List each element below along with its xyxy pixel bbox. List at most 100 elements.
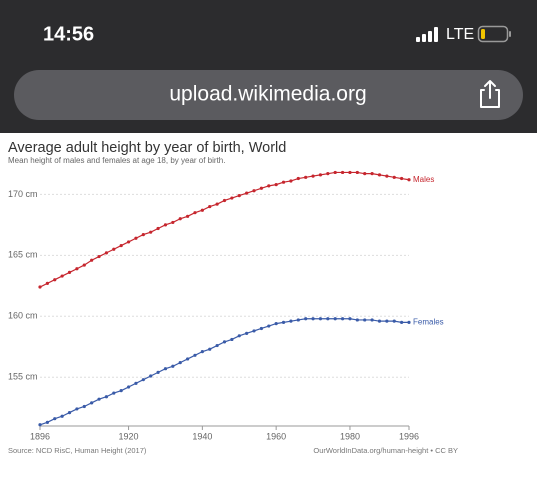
data-point — [222, 340, 227, 344]
series-label: Males — [413, 175, 434, 184]
y-tick-label: 170 cm — [8, 189, 38, 199]
data-point — [67, 410, 72, 415]
data-point — [252, 189, 256, 193]
data-point — [53, 417, 57, 421]
data-point — [141, 378, 145, 382]
series-line — [39, 318, 409, 426]
data-point — [90, 258, 94, 262]
x-tick-label: 1920 — [119, 431, 139, 441]
data-point — [377, 319, 382, 323]
data-point — [126, 240, 131, 244]
x-tick-label: 1896 — [30, 431, 50, 441]
data-point — [363, 172, 367, 176]
data-point — [119, 243, 123, 248]
data-point — [289, 319, 293, 323]
data-point — [392, 175, 396, 179]
credit-note: OurWorldInData.org/human-height • CC BY — [313, 446, 458, 455]
data-point — [90, 401, 94, 405]
data-point — [296, 176, 300, 181]
data-point — [311, 317, 315, 321]
data-point — [237, 194, 241, 198]
data-point — [407, 320, 411, 324]
x-tick-label: 1940 — [192, 431, 212, 441]
data-point — [134, 236, 138, 240]
data-point — [296, 318, 300, 322]
battery-icon — [477, 25, 511, 43]
network-label: LTE — [446, 26, 474, 43]
data-point — [149, 230, 153, 234]
data-point — [97, 397, 101, 401]
chart-subtitle: Mean height of males and females at age … — [8, 156, 225, 165]
address-bar[interactable] — [14, 70, 523, 120]
data-point — [311, 174, 315, 178]
data-point — [67, 270, 72, 274]
data-point — [104, 395, 109, 399]
data-point — [267, 184, 271, 188]
data-point — [370, 318, 374, 322]
data-point — [252, 329, 256, 333]
data-point — [82, 263, 86, 267]
data-point — [340, 170, 345, 175]
data-point — [355, 170, 359, 175]
data-point — [245, 331, 249, 335]
chart-title: Average adult height by year of birth, W… — [8, 140, 286, 156]
data-point — [97, 254, 101, 259]
data-point — [60, 414, 64, 418]
data-point — [200, 208, 204, 212]
data-point — [370, 172, 374, 176]
data-point — [245, 191, 249, 195]
data-point — [149, 374, 153, 378]
data-point — [281, 180, 286, 184]
data-point — [340, 317, 345, 321]
x-tick-label: 1980 — [340, 431, 360, 441]
data-point — [45, 281, 49, 285]
y-tick-label: 160 cm — [8, 311, 38, 321]
x-tick-label: 1996 — [399, 431, 419, 441]
data-point — [237, 334, 241, 338]
y-tick-label: 165 cm — [8, 250, 38, 260]
share-button[interactable] — [480, 80, 500, 108]
data-point — [38, 285, 42, 289]
data-point — [186, 214, 190, 218]
data-point — [38, 423, 42, 427]
data-point — [230, 196, 234, 200]
data-point — [60, 274, 64, 278]
data-point — [75, 407, 79, 411]
data-point — [363, 318, 367, 322]
data-point — [333, 170, 337, 175]
data-point — [134, 381, 138, 385]
data-point — [326, 172, 330, 176]
data-point — [171, 364, 175, 368]
y-tick-label: 155 cm — [8, 372, 38, 382]
data-point — [126, 385, 131, 389]
data-point — [171, 220, 175, 225]
data-point — [215, 343, 219, 348]
data-point — [141, 233, 145, 237]
data-point — [193, 353, 197, 357]
data-point — [112, 247, 116, 251]
series-label: Females — [413, 317, 444, 326]
data-point — [385, 319, 389, 323]
data-point — [392, 319, 396, 323]
url[interactable]: upload.wikimedia.org — [169, 83, 366, 106]
signal-icon — [416, 27, 438, 42]
data-point — [208, 204, 212, 209]
data-point — [400, 320, 404, 324]
series-line — [39, 171, 410, 288]
data-point — [267, 324, 271, 328]
data-point — [348, 317, 352, 321]
data-point — [333, 317, 337, 321]
data-point — [45, 420, 49, 424]
data-point — [318, 317, 323, 321]
data-point — [53, 278, 57, 282]
data-point — [200, 350, 204, 354]
data-point — [222, 198, 227, 203]
data-point — [259, 186, 263, 190]
data-point — [163, 223, 168, 227]
data-point — [156, 226, 160, 231]
data-point — [119, 389, 123, 393]
data-point — [274, 183, 278, 187]
